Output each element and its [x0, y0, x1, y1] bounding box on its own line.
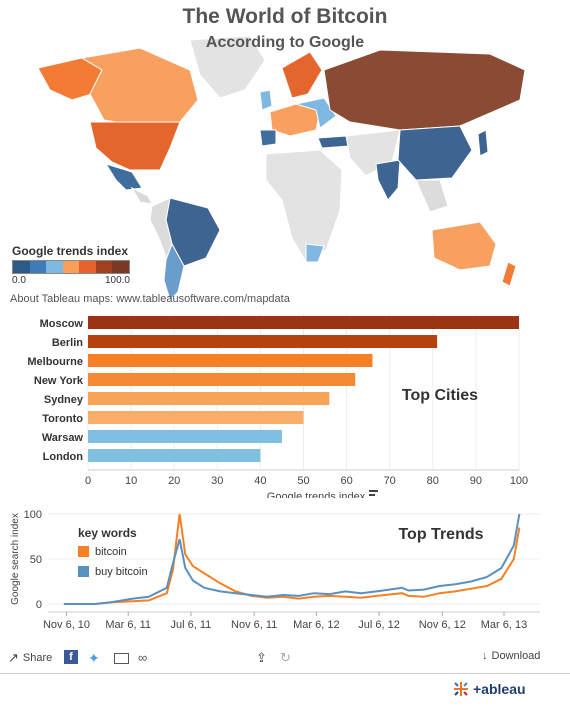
city-bar[interactable] — [88, 392, 330, 405]
bar-x-tick: 20 — [168, 475, 180, 487]
trend-legend-title: key words — [78, 526, 137, 540]
legend-title: Google trends index — [12, 244, 129, 258]
twitter-button[interactable]: ✦ — [88, 650, 100, 667]
bar-x-tick: 100 — [510, 475, 528, 487]
sort-icon[interactable] — [369, 490, 378, 498]
footer-divider — [0, 673, 570, 674]
trend-y-tick: 100 — [24, 509, 42, 521]
city-label: New York — [34, 375, 84, 387]
toolbar: ↗ Share f ✦ ∞ ⇪ ↻ ↓ Download — [0, 650, 570, 672]
trend-x-tick: Mar 6, 13 — [481, 619, 527, 631]
legend-color-scale — [12, 260, 130, 274]
trend-x-tick: Jul 6, 11 — [171, 619, 212, 631]
twitter-icon: ✦ — [88, 650, 100, 666]
top-cities-chart: Moscow Berlin Melbourne New York Sydney Toron… — [27, 314, 528, 498]
trend-y-tick: 0 — [36, 599, 42, 611]
map-about-link[interactable]: About Tableau maps: www.tableausoftware.… — [10, 293, 290, 305]
legend-swatch — [13, 261, 30, 273]
city-label: Toronto — [42, 413, 83, 425]
page-title: The World of Bitcoin — [182, 5, 388, 28]
trend-line-buy-bitcoin[interactable] — [63, 513, 521, 605]
trend-x-tick: Mar 6, 12 — [293, 619, 339, 631]
legend-min: 0.0 — [12, 275, 26, 286]
trend-x-tick: Nov 6, 10 — [43, 619, 90, 631]
world-map[interactable] — [20, 30, 530, 301]
city-label: Warsaw — [42, 432, 84, 444]
bar-x-label: Google trends index — [267, 491, 366, 498]
revert-icon: ↻ — [280, 650, 291, 665]
city-bar[interactable] — [88, 430, 282, 443]
trend-x-tick: Mar 6, 11 — [105, 619, 151, 631]
map-subtitle: According to Google — [205, 34, 365, 51]
bar-x-tick: 70 — [384, 475, 396, 487]
bar-x-tick: 0 — [85, 475, 91, 487]
map-legend: Google trends index 0.0 100.0 — [12, 244, 130, 286]
city-label: London — [43, 451, 84, 463]
bar-x-tick: 90 — [470, 475, 482, 487]
city-bar[interactable] — [88, 335, 438, 348]
export-button[interactable]: ⇪ — [256, 650, 267, 666]
bar-x-tick: 80 — [427, 475, 439, 487]
bar-x-tick: 60 — [340, 475, 352, 487]
email-icon — [114, 653, 129, 664]
city-bar[interactable] — [88, 411, 304, 424]
trend-legend-swatch[interactable] — [78, 546, 89, 557]
email-button[interactable] — [114, 653, 129, 664]
share-label: Share — [22, 652, 53, 664]
link-icon: ∞ — [138, 650, 148, 665]
revert-button[interactable]: ↻ — [280, 650, 291, 666]
city-bar[interactable] — [88, 354, 373, 367]
trend-x-tick: Nov 6, 11 — [231, 619, 277, 631]
link-button[interactable]: ∞ — [138, 650, 147, 665]
city-bar[interactable] — [88, 449, 261, 462]
legend-swatch — [112, 261, 130, 273]
trend-y-label: Google search index — [10, 513, 21, 605]
trend-y-tick: 50 — [30, 554, 42, 566]
trends-chart-title: Top Trends — [398, 526, 483, 543]
city-label: Melbourne — [27, 356, 83, 368]
share-button[interactable]: ↗ Share — [8, 650, 52, 666]
bar-x-tick: 30 — [211, 475, 223, 487]
trend-legend-swatch[interactable] — [78, 566, 89, 577]
legend-swatch — [46, 261, 63, 273]
city-bar[interactable] — [88, 316, 519, 329]
share-icon: ↗ — [8, 650, 19, 665]
facebook-button[interactable]: f — [64, 650, 78, 664]
city-label: Sydney — [44, 394, 84, 406]
trend-x-tick: Jul 6, 12 — [358, 619, 400, 631]
bar-x-tick: 10 — [125, 475, 137, 487]
trend-legend-label[interactable]: bitcoin — [95, 546, 127, 558]
tableau-logo[interactable]: +ableau — [452, 680, 526, 698]
tableau-logo-icon — [454, 682, 468, 696]
city-label: Moscow — [40, 318, 84, 330]
city-bar[interactable] — [88, 373, 356, 386]
trend-x-tick: Nov 6, 12 — [419, 619, 466, 631]
facebook-icon: f — [64, 650, 78, 664]
bar-x-tick: 40 — [254, 475, 266, 487]
legend-swatch — [62, 261, 80, 273]
export-icon: ⇪ — [256, 650, 267, 665]
download-button[interactable]: ↓ Download — [482, 650, 540, 662]
city-label: Berlin — [52, 337, 83, 349]
legend-swatch — [79, 261, 96, 273]
download-label: Download — [491, 650, 541, 662]
download-icon: ↓ — [482, 650, 488, 662]
legend-swatch — [29, 261, 47, 273]
cities-chart-title: Top Cities — [402, 387, 478, 404]
legend-max: 100.0 — [104, 275, 130, 286]
trend-line-bitcoin[interactable] — [63, 513, 521, 605]
bar-x-tick: 50 — [297, 475, 309, 487]
tableau-logo-text: +ableau — [473, 681, 526, 697]
world-map-svg — [20, 30, 530, 301]
trend-legend-label[interactable]: buy bitcoin — [95, 566, 148, 578]
legend-swatch — [95, 261, 113, 273]
